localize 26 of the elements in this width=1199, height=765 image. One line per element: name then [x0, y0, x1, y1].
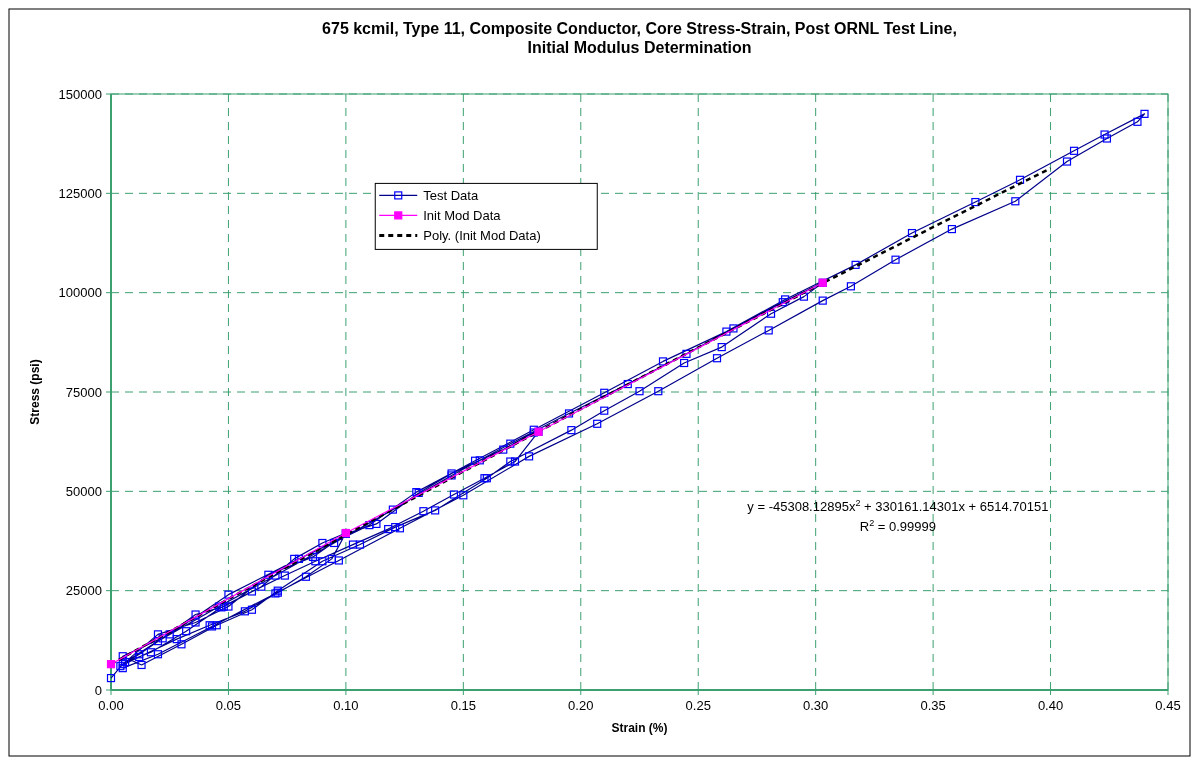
- y-tick-label: 25000: [65, 583, 102, 599]
- y-tick-label: 150000: [58, 86, 102, 102]
- y-tick-label: 0: [94, 682, 102, 698]
- annotation: R$^{2}$ = 0.99999: [859, 518, 937, 535]
- y-tick-label: 125000: [58, 185, 102, 201]
- point: [106, 660, 116, 669]
- y-tick-label: 100000: [58, 285, 102, 301]
- x-tick-label: 0.30: [803, 698, 829, 713]
- legend-label: Test Data: [423, 188, 479, 204]
- x-tick-label: 0.05: [215, 698, 242, 713]
- x-tick-label: 0.10: [333, 698, 359, 713]
- x-tick-label: 0.25: [685, 698, 711, 713]
- legend-label: Init Mod Data: [423, 208, 502, 224]
- x-tick-label: 0.00: [98, 698, 124, 713]
- annotation: y = -45308.12895x$^{2}$ + 330161.14301x + 6514.70151: [747, 498, 1049, 515]
- chart-title: 675 kcmil, Type 11, Composite Conductor, Core Stress-Strain, Post ORNL Test Line, Initial Modulus Determination: [322, 20, 957, 56]
- x-tick-label: 0.40: [1037, 698, 1064, 713]
- x-tick-label: 0.20: [568, 698, 594, 713]
- y-axis-title: Stress (psi): [28, 359, 42, 425]
- x-tick-label: 0.15: [450, 698, 476, 713]
- x-axis-title: Strain (%): [611, 721, 668, 735]
- y-tick-label: 75000: [65, 384, 102, 400]
- x-tick-label: 0.45: [1155, 698, 1181, 713]
- legend-label: Poly. (Init Mod Data): [423, 228, 541, 244]
- x-tick-label: 0.35: [920, 698, 946, 713]
- y-tick-label: 50000: [65, 483, 102, 499]
